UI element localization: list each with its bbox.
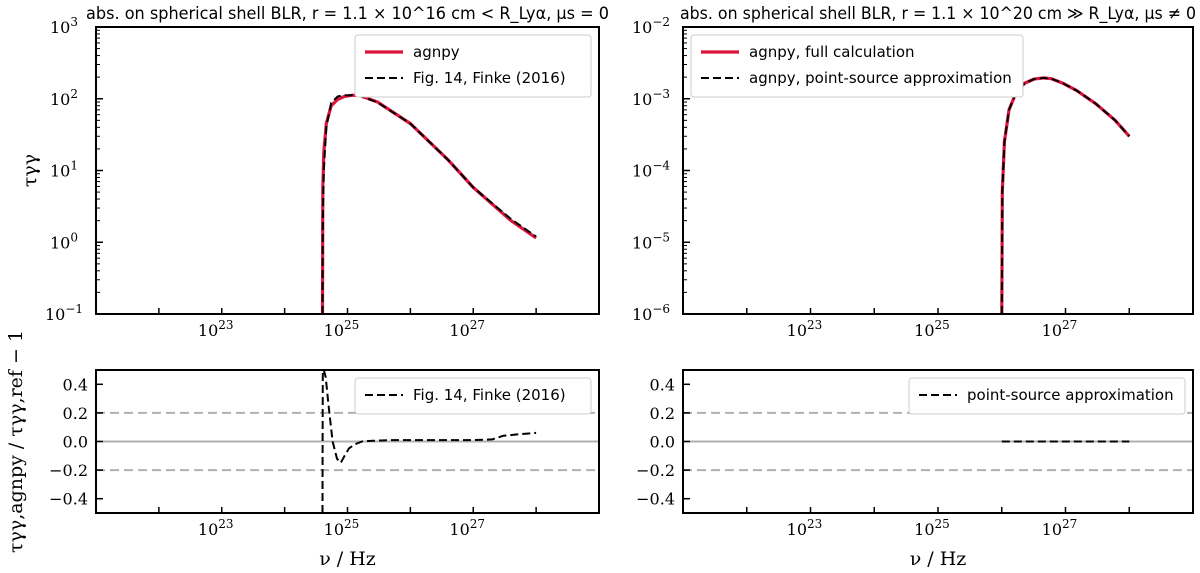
panel-bottom-right: 1023 1025 1027 0.4 0.2 0.0 −0.2 −0.4 ν / Hz point… (636, 369, 1194, 570)
y-tick-label: 0.0 (650, 433, 675, 452)
series-line-dashed (1000, 76, 1131, 314)
panel-bottom-left: 1023 1025 1027 0.4 0.2 0.0 −0.2 −0.4 ν / Hz τγγ,a… (5, 330, 600, 570)
axes-frame (682, 26, 1194, 315)
legend: point-source approximation (908, 377, 1186, 415)
y-tick-label: 10−3 (632, 87, 670, 109)
legend-entry: Fig. 14, Finke (2016) (413, 69, 566, 87)
panel-top-left: 1023 1025 1027 10−1 100 101 102 103 abs. on sphe… (19, 4, 609, 340)
y-tick-label: 10−2 (632, 15, 670, 37)
legend-box (354, 34, 592, 98)
legend-entry: agnpy, full calculation (749, 43, 915, 61)
x-tick-label: 1023 (787, 318, 823, 340)
y-tick-label: 0.0 (63, 433, 88, 452)
x-tick-label: 1025 (914, 517, 950, 539)
x-axis-label: ν / Hz (319, 548, 376, 570)
legend: agnpy, full calculation agnpy, point-sour… (690, 34, 1024, 98)
x-tick-label: 1027 (449, 517, 485, 539)
legend: Fig. 14, Finke (2016) (354, 377, 592, 415)
legend-box (690, 34, 1024, 98)
y-tick-label: 102 (50, 87, 78, 109)
y-tick-label: 0.4 (63, 375, 88, 394)
series-line-dashed (321, 370, 537, 513)
y-axis-label: τγγ (19, 154, 41, 187)
y-tick-label: 10−1 (45, 302, 83, 324)
y-tick-label: 10−6 (632, 302, 670, 324)
chart-title: abs. on spherical shell BLR, r = 1.1 × 1… (86, 4, 609, 24)
y-tick-label: 10−5 (632, 230, 670, 252)
y-tick-label: −0.4 (49, 490, 88, 509)
y-tick-label: 0.2 (650, 404, 675, 423)
y-tick-label: 0.2 (63, 404, 88, 423)
chart-title: abs. on spherical shell BLR, r = 1.1 × 1… (680, 4, 1196, 24)
series-line-solid (320, 93, 538, 314)
legend-box (354, 377, 592, 415)
x-tick-label: 1025 (324, 517, 360, 539)
x-tick-label: 1027 (1042, 517, 1078, 539)
y-tick-label: 100 (50, 230, 78, 252)
y-tick-label: −0.2 (49, 461, 88, 480)
y-tick-label: 103 (50, 15, 78, 37)
legend: agnpy Fig. 14, Finke (2016) (354, 34, 592, 98)
panel-top-right: 1023 1025 1027 10−6 10−5 10−4 10−3 10−2 abs. on … (632, 4, 1196, 340)
axes-frame (682, 369, 1194, 514)
legend-box (908, 377, 1186, 415)
legend-entry: agnpy, point-source approximation (749, 69, 1012, 87)
y-tick-label: −0.2 (636, 461, 675, 480)
x-axis-label: ν / Hz (910, 548, 967, 570)
x-tick-label: 1023 (787, 517, 823, 539)
y-tick-label: 101 (50, 159, 78, 181)
x-tick-label: 1023 (198, 517, 234, 539)
series-line-dashed (321, 94, 537, 314)
x-tick-label: 1027 (1042, 318, 1078, 340)
legend-entry: agnpy (413, 43, 460, 61)
y-tick-label: 10−4 (632, 159, 670, 181)
axes-frame (95, 26, 600, 315)
y-axis-label: τγγ,agnpy / τγγ,ref − 1 (5, 330, 27, 553)
x-tick-label: 1027 (449, 318, 485, 340)
series-line-solid (1000, 76, 1131, 314)
x-tick-label: 1025 (914, 318, 950, 340)
legend-entry: point-source approximation (967, 386, 1174, 404)
y-tick-label: 0.4 (650, 375, 675, 394)
y-tick-label: −0.4 (636, 490, 675, 509)
legend-entry: Fig. 14, Finke (2016) (413, 386, 566, 404)
x-tick-label: 1025 (324, 318, 360, 340)
axes-frame (95, 369, 600, 514)
x-tick-label: 1023 (198, 318, 234, 340)
